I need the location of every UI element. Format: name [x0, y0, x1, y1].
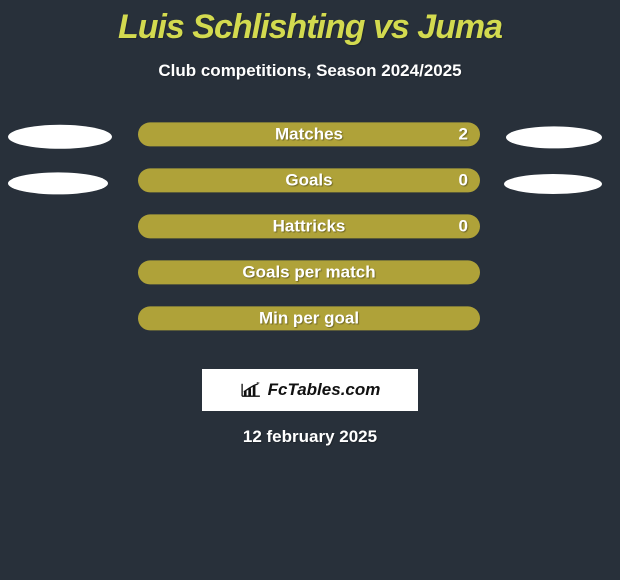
stat-bar: Min per goal — [138, 306, 480, 330]
stat-row: Goals per match — [0, 259, 620, 305]
stat-row: Min per goal — [0, 305, 620, 351]
stat-label: Matches — [138, 124, 480, 144]
ellipse-left — [8, 125, 112, 149]
ellipse-left — [8, 172, 108, 194]
subtitle: Club competitions, Season 2024/2025 — [0, 61, 620, 81]
stat-row: Goals0 — [0, 167, 620, 213]
date-text: 12 february 2025 — [0, 427, 620, 447]
stat-label: Goals per match — [138, 262, 480, 282]
ellipse-right — [506, 126, 602, 148]
stat-bar: Hattricks0 — [138, 214, 480, 238]
ellipse-right — [504, 174, 602, 194]
stat-bar: Goals0 — [138, 168, 480, 192]
stat-label: Hattricks — [138, 216, 480, 236]
stat-bar: Matches2 — [138, 122, 480, 146]
chart-container: Luis Schlishting vs Juma Club competitio… — [0, 0, 620, 580]
bar-chart-icon — [240, 382, 262, 398]
logo-text: FcTables.com — [268, 380, 381, 400]
stat-value-right: 2 — [459, 124, 468, 144]
logo-box: FcTables.com — [202, 369, 418, 411]
stat-label: Goals — [138, 170, 480, 190]
stat-label: Min per goal — [138, 308, 480, 328]
stat-row: Hattricks0 — [0, 213, 620, 259]
stat-bar: Goals per match — [138, 260, 480, 284]
stat-value-right: 0 — [459, 170, 468, 190]
stat-row: Matches2 — [0, 121, 620, 167]
page-title: Luis Schlishting vs Juma — [0, 0, 620, 47]
stat-rows: Matches2Goals0Hattricks0Goals per matchM… — [0, 121, 620, 351]
stat-value-right: 0 — [459, 216, 468, 236]
